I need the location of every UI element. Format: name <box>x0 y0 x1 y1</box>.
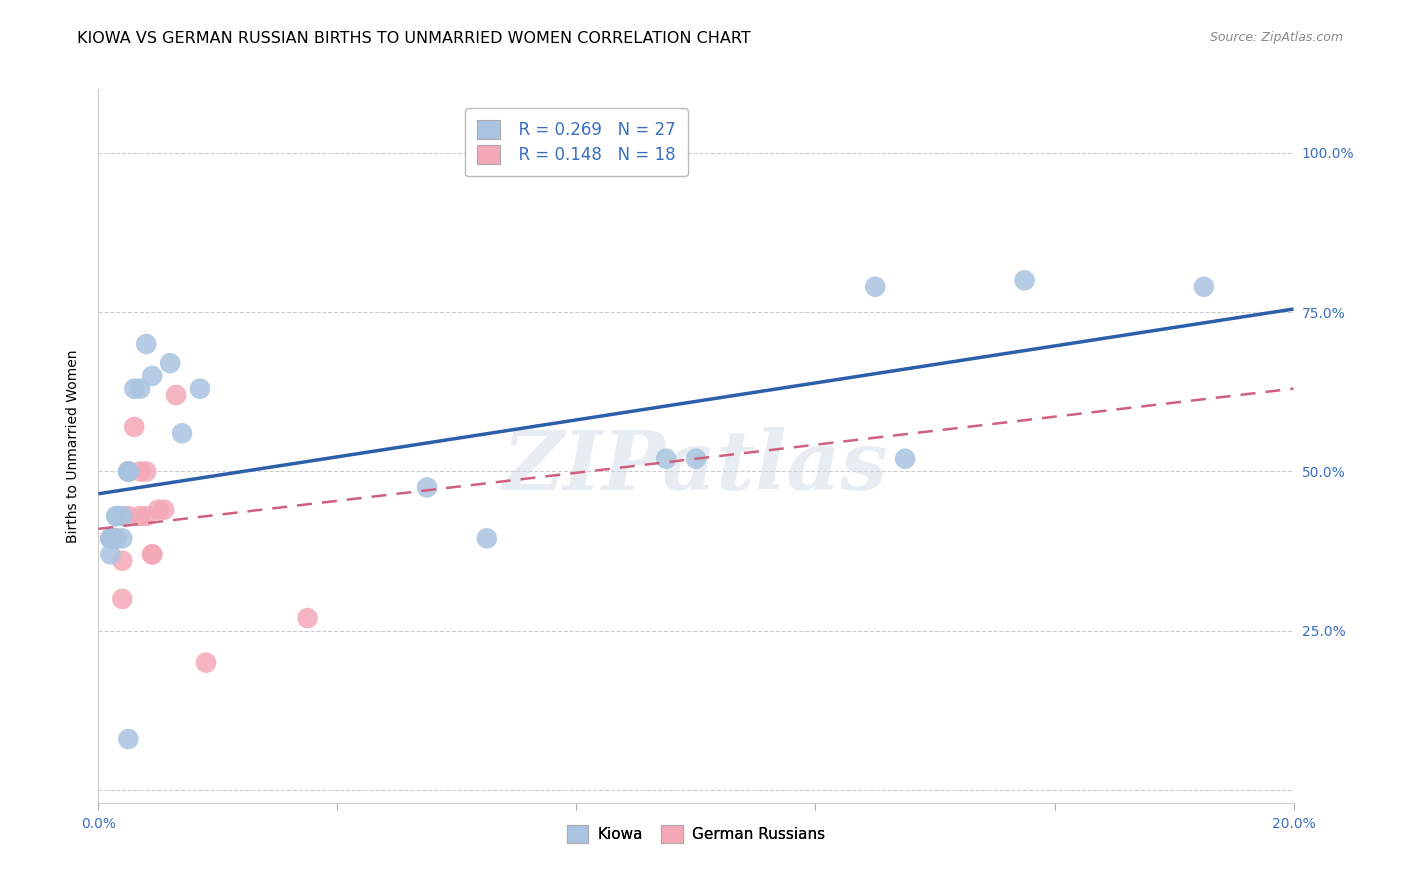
Point <box>141 547 163 561</box>
Point <box>117 465 139 479</box>
Point <box>1014 273 1036 287</box>
Point <box>98 532 122 546</box>
Point <box>159 356 181 370</box>
Point <box>111 509 134 524</box>
Point <box>105 532 128 546</box>
Point <box>117 509 139 524</box>
Point <box>98 532 122 546</box>
Point <box>297 611 319 625</box>
Point <box>195 656 218 670</box>
Point <box>685 451 707 466</box>
Point <box>129 509 152 524</box>
Point <box>416 480 439 494</box>
Point <box>135 509 157 524</box>
Point <box>105 532 128 546</box>
Text: ZIPatlas: ZIPatlas <box>503 427 889 508</box>
Point <box>135 465 157 479</box>
Point <box>105 509 128 524</box>
Point <box>111 532 134 546</box>
Point <box>117 732 139 747</box>
Point <box>117 465 139 479</box>
Point <box>1192 279 1215 293</box>
Point <box>894 451 917 466</box>
Point <box>165 388 187 402</box>
Point <box>111 554 134 568</box>
Legend: Kiowa, German Russians: Kiowa, German Russians <box>561 819 831 848</box>
Point <box>124 420 146 434</box>
Point <box>135 337 157 351</box>
Point <box>141 368 163 383</box>
Point <box>172 426 194 441</box>
Point <box>129 382 152 396</box>
Point <box>98 547 122 561</box>
Point <box>655 451 678 466</box>
Point <box>124 382 146 396</box>
Point <box>188 382 211 396</box>
Point <box>865 279 887 293</box>
Point <box>141 547 163 561</box>
Text: KIOWA VS GERMAN RUSSIAN BIRTHS TO UNMARRIED WOMEN CORRELATION CHART: KIOWA VS GERMAN RUSSIAN BIRTHS TO UNMARR… <box>77 31 751 46</box>
Point <box>153 502 176 516</box>
Point <box>105 509 128 524</box>
Point <box>98 532 122 546</box>
Text: Source: ZipAtlas.com: Source: ZipAtlas.com <box>1209 31 1343 45</box>
Point <box>148 502 170 516</box>
Point <box>117 465 139 479</box>
Point <box>117 465 139 479</box>
Point <box>129 465 152 479</box>
Point <box>111 591 134 606</box>
Point <box>475 532 498 546</box>
Y-axis label: Births to Unmarried Women: Births to Unmarried Women <box>66 350 80 542</box>
